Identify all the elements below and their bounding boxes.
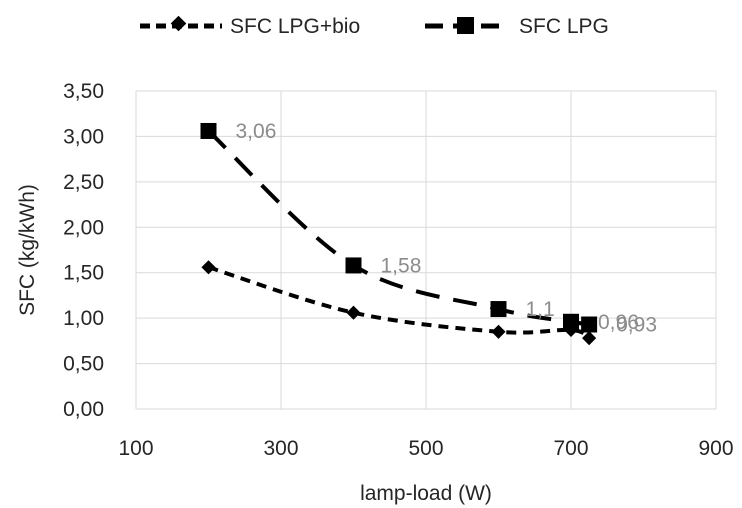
series-line-0 bbox=[207, 265, 591, 340]
legend-label-lpg-bio: SFC LPG+bio bbox=[230, 15, 360, 38]
x-tick-label: 700 bbox=[553, 437, 588, 460]
grid bbox=[135, 90, 717, 410]
point-marker bbox=[201, 260, 216, 275]
data-label: 1,58 bbox=[381, 254, 422, 277]
point-marker bbox=[563, 313, 579, 330]
y-axis-ticks: 0,00 0,50 1,00 1,50 2,00 2,50 3,00 3,50 bbox=[63, 80, 104, 421]
x-tick-label: 100 bbox=[118, 437, 153, 460]
data-label: 3,06 bbox=[236, 120, 277, 143]
data-label: 0,93 bbox=[616, 314, 657, 337]
point-marker bbox=[581, 316, 598, 333]
x-axis-title: lamp-load (W) bbox=[360, 482, 492, 505]
point-marker bbox=[491, 324, 506, 339]
y-tick-label: 3,50 bbox=[63, 80, 104, 103]
point-marker bbox=[200, 122, 217, 139]
y-tick-label: 1,50 bbox=[63, 262, 104, 285]
point-marker bbox=[582, 331, 597, 346]
point-marker bbox=[346, 305, 361, 320]
data-label: 0,96 bbox=[598, 311, 639, 334]
y-tick-label: 0,50 bbox=[63, 353, 104, 376]
legend: SFC LPG+bio SFC LPG bbox=[140, 15, 609, 38]
y-axis-title: SFC (kg/kWh) bbox=[16, 184, 39, 316]
data-label: 1,1 bbox=[526, 298, 555, 321]
x-tick-label: 300 bbox=[263, 437, 298, 460]
legend-item-lpg-bio: SFC LPG+bio bbox=[140, 15, 360, 38]
x-tick-label: 500 bbox=[408, 437, 443, 460]
legend-item-lpg: SFC LPG bbox=[425, 15, 609, 38]
y-tick-label: 0,00 bbox=[63, 398, 104, 421]
y-tick-label: 3,00 bbox=[63, 125, 104, 148]
point-marker bbox=[345, 257, 362, 274]
x-tick-label: 900 bbox=[698, 437, 733, 460]
data-labels: 3,06 1,58 1,1 0,960,93 bbox=[236, 120, 658, 337]
legend-marker-lpg-bio bbox=[170, 15, 187, 32]
series-layer bbox=[200, 122, 598, 346]
x-axis-ticks: 100 300 500 700 900 bbox=[118, 437, 733, 460]
legend-marker-lpg bbox=[457, 17, 474, 34]
y-tick-label: 1,00 bbox=[63, 307, 104, 330]
y-tick-label: 2,50 bbox=[63, 171, 104, 194]
point-marker bbox=[490, 301, 507, 318]
legend-label-lpg: SFC LPG bbox=[519, 15, 609, 38]
y-tick-label: 2,00 bbox=[63, 216, 104, 239]
